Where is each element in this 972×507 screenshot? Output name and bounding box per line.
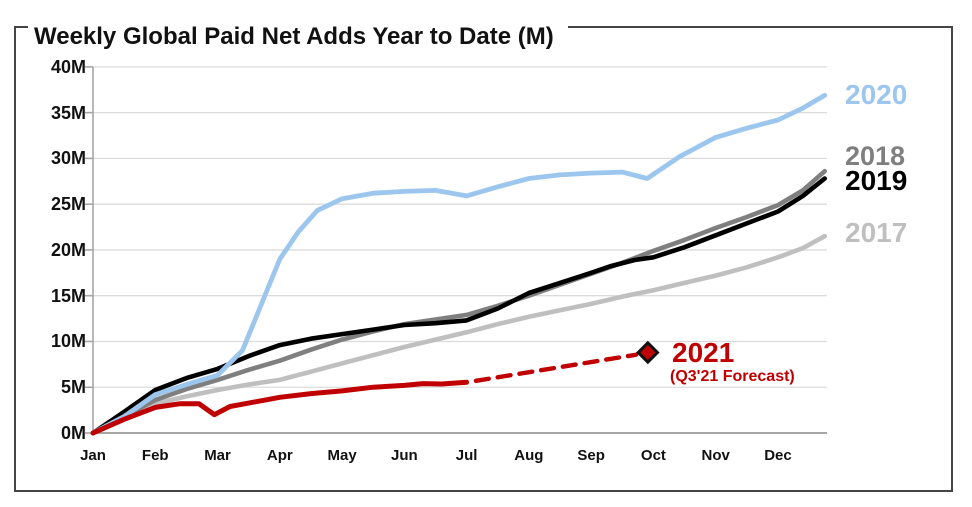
series-label-2020: 2020 [845, 79, 908, 110]
series-label-2018: 2018 [845, 141, 906, 171]
series-line-2018 [90, 168, 828, 436]
y-axis-label: 30M [50, 148, 86, 169]
series-line-2021 [90, 379, 470, 436]
y-axis-label: 0M [60, 423, 86, 443]
series-line-2020 [90, 92, 828, 436]
chart-title: Weekly Global Paid Net Adds Year to Date… [28, 23, 568, 51]
x-axis-label: Feb [141, 447, 169, 464]
y-axis-label: 40M [50, 56, 86, 77]
x-axis-label: Aug [514, 447, 544, 464]
x-axis-label: Jun [391, 447, 418, 464]
x-axis-label: May [327, 447, 357, 464]
x-axis-label: Oct [640, 447, 666, 464]
x-axis-label: Sep [577, 447, 605, 464]
x-axis-label: Jan [80, 447, 106, 464]
x-axis-label: Dec [764, 447, 792, 464]
y-axis-label: 35M [50, 102, 86, 123]
x-axis-label: Mar [204, 447, 231, 464]
x-axis-label: Apr [266, 447, 293, 464]
x-axis-label: Nov [701, 447, 730, 464]
y-axis-label: 20M [50, 239, 86, 260]
forecast-diamond-marker [636, 340, 660, 365]
series-label-2017: 2017 [845, 217, 908, 248]
x-axis-label: Jul [455, 447, 478, 464]
forecast-note-label: (Q3'21 Forecast) [670, 368, 795, 385]
series-label-2021: 2021 [672, 337, 735, 368]
series-label-2019: 2019 [845, 165, 908, 196]
series-line-2017 [90, 233, 828, 436]
y-axis-label: 15M [50, 285, 86, 306]
y-axis-label: 25M [50, 194, 86, 215]
y-axis-label: 10M [50, 331, 86, 352]
forecast-dashed-line-2021 [473, 352, 639, 384]
y-axis-label: 5M [60, 377, 86, 398]
